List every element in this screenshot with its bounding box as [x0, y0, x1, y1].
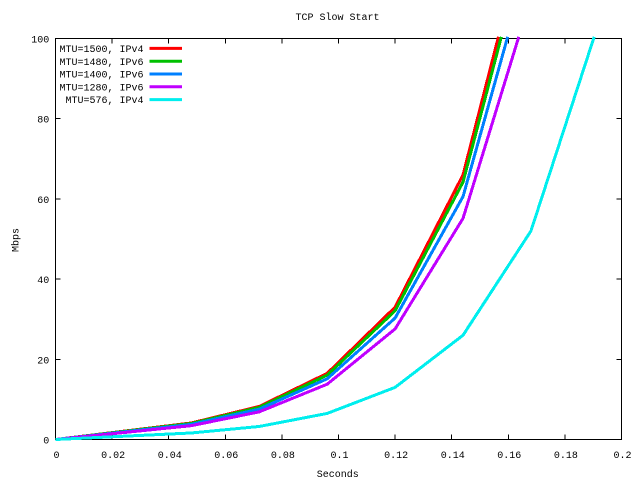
- svg-text:0.08: 0.08: [271, 451, 295, 462]
- svg-text:20: 20: [37, 356, 49, 367]
- svg-text:0.2: 0.2: [613, 451, 631, 462]
- svg-text:40: 40: [37, 276, 49, 287]
- svg-text:Mbps: Mbps: [11, 228, 23, 252]
- svg-text:0.12: 0.12: [384, 451, 408, 462]
- svg-text:100: 100: [31, 36, 49, 47]
- svg-text:MTU=576, IPv4: MTU=576, IPv4: [65, 96, 143, 107]
- svg-text:MTU=1500, IPv4: MTU=1500, IPv4: [59, 45, 143, 56]
- svg-text:60: 60: [37, 196, 49, 207]
- svg-text:0: 0: [43, 437, 49, 448]
- svg-text:0.16: 0.16: [497, 451, 521, 462]
- svg-text:TCP Slow Start: TCP Slow Start: [295, 12, 379, 24]
- svg-text:MTU=1400, IPv6: MTU=1400, IPv6: [59, 71, 143, 82]
- svg-text:0.06: 0.06: [214, 451, 238, 462]
- svg-text:MTU=1280, IPv6: MTU=1280, IPv6: [59, 83, 143, 94]
- svg-text:Seconds: Seconds: [317, 469, 359, 480]
- svg-text:0.04: 0.04: [158, 451, 182, 462]
- svg-text:0: 0: [53, 451, 59, 462]
- svg-text:MTU=1480, IPv6: MTU=1480, IPv6: [59, 58, 143, 69]
- svg-text:0.02: 0.02: [101, 451, 125, 462]
- svg-text:0.18: 0.18: [554, 451, 578, 462]
- svg-text:0.14: 0.14: [441, 451, 465, 462]
- svg-text:0.1: 0.1: [330, 451, 348, 462]
- svg-text:80: 80: [37, 116, 49, 127]
